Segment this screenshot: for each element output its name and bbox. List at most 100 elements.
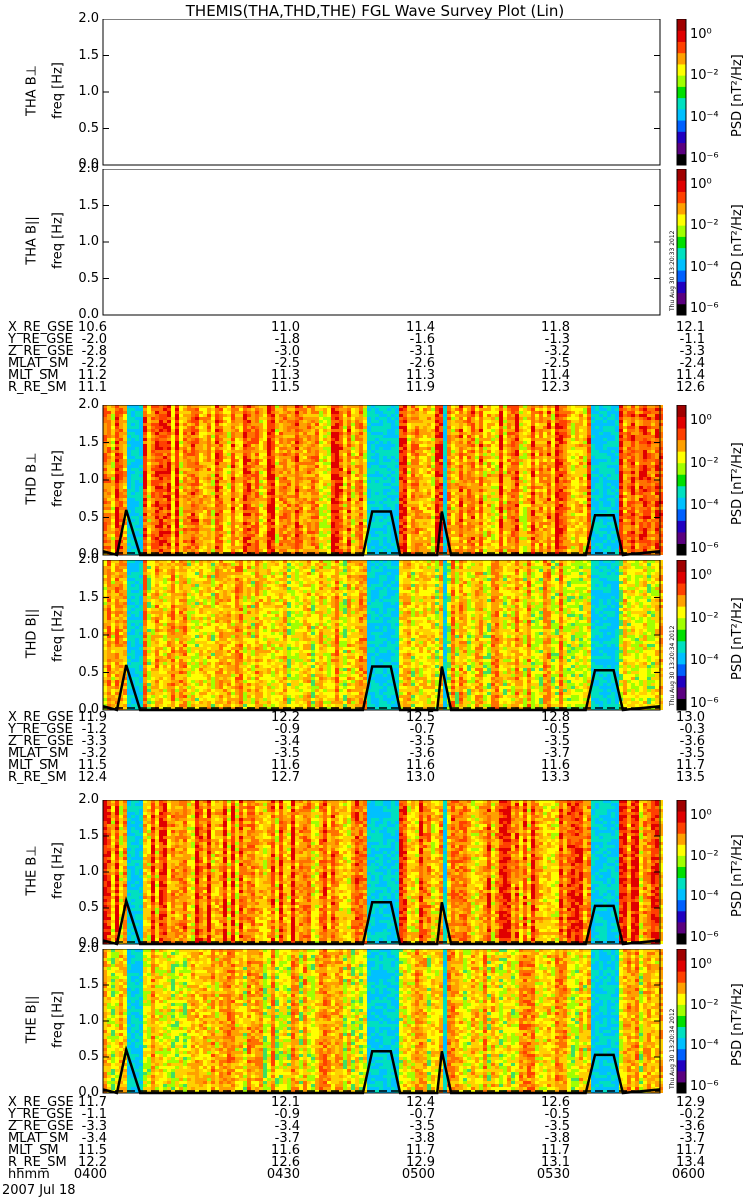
ephemeris-value: -0.9: [250, 723, 300, 736]
freq-tick-label: 1.5: [65, 198, 99, 213]
colorbar-tick-label: 10⁻⁴: [690, 110, 719, 125]
timestamp-label: Thu Aug 30 13:20:34 2012: [669, 1009, 676, 1089]
ephemeris-value: 0600: [655, 1168, 705, 1181]
ephemeris-name: hhmm: [8, 1168, 50, 1181]
ephemeris-value: 13.3: [520, 771, 570, 784]
colorbar-tick-label: 10⁻⁴: [690, 653, 719, 668]
ephemeris-value: 12.7: [250, 771, 300, 784]
freq-tick-label: 1.0: [65, 627, 99, 642]
ephemeris-row: X_RE_GSE 10.6 11.0 11.4 11.8 12.1: [8, 321, 708, 334]
ephemeris-value: -1.8: [250, 333, 300, 346]
ephemeris-name: MLT_SM: [8, 759, 59, 772]
ephemeris-value: -3.6: [655, 735, 705, 748]
ephemeris-value: 11.1: [57, 381, 107, 394]
ephemeris-name: Y_RE_GSE: [8, 1108, 73, 1121]
colorbar-tick-label: 10⁻⁴: [690, 889, 719, 904]
ephemeris-value: -3.2: [520, 345, 570, 358]
ephemeris-name: X_RE_GSE: [8, 1096, 74, 1109]
ephemeris-row: Y_RE_GSE -1.1 -0.9 -0.7 -0.5 -0.2: [8, 1108, 708, 1121]
panel-ylabel: THE B||: [25, 980, 40, 1060]
spectrogram-cells: [103, 949, 663, 1093]
ephemeris-name: MLAT_SM: [8, 357, 69, 370]
ephemeris-name: Y_RE_GSE: [8, 333, 73, 346]
ephemeris-name: MLAT_SM: [8, 1132, 69, 1145]
freq-tick-label: 0.5: [65, 1049, 99, 1064]
ephemeris-value: 11.9: [57, 711, 107, 724]
colorbar-tick-label: 10⁻⁶: [690, 301, 719, 316]
ephemeris-value: 11.4: [385, 321, 435, 334]
colorbar-tick-label: 10⁻²: [690, 849, 719, 864]
ephemeris-value: -2.8: [57, 345, 107, 358]
colorbar-tick-label: 10⁻⁶: [690, 1079, 719, 1094]
freq-tick-label: 0.5: [65, 121, 99, 136]
ephemeris-row: MLT_SM 11.5 11.6 11.7 11.7 11.7: [8, 1144, 708, 1157]
ephemeris-row: MLAT_SM -3.2 -3.5 -3.6 -3.7 -3.5: [8, 747, 708, 760]
freq-tick-label: 2.0: [65, 11, 99, 26]
freq-tick-label: 1.5: [65, 828, 99, 843]
ephemeris-value: 12.1: [655, 321, 705, 334]
ephemeris-value: 12.4: [385, 1096, 435, 1109]
panel-1: 0.0 0.5 1.0 1.5 2.0 THA B|| freq [Hz] 10⁰ 10⁻² 10…: [0, 161, 750, 322]
ephemeris-name: R_RE_SM: [8, 1156, 67, 1169]
ephemeris-value: 12.3: [520, 381, 570, 394]
freq-tick-label: 1.0: [65, 84, 99, 99]
colorbar-tick-label: 10⁰: [690, 568, 712, 583]
ephemeris-value: 11.2: [57, 369, 107, 382]
freq-tick-label: 1.5: [65, 48, 99, 63]
ephemeris-value: 12.5: [385, 711, 435, 724]
panel-5: 0.0 0.5 1.0 1.5 2.0 THE B|| freq [Hz] 10⁰ 10⁻² 10…: [0, 941, 750, 1100]
ephemeris-value: 11.9: [385, 381, 435, 394]
ephemeris-value: -3.5: [385, 735, 435, 748]
ephemeris-value: -2.5: [250, 357, 300, 370]
ephemeris-name: MLT_SM: [8, 369, 59, 382]
ephemeris-value: -0.5: [520, 1108, 570, 1121]
freq-tick-label: 1.0: [65, 234, 99, 249]
freq-tick-label: 1.5: [65, 590, 99, 605]
ephemeris-value: 12.9: [655, 1096, 705, 1109]
ephemeris-value: 12.9: [385, 1156, 435, 1169]
colorbar-tick-label: 10⁰: [690, 808, 712, 823]
freq-tick-label: 0.0: [65, 307, 99, 322]
ephemeris-value: -3.4: [250, 1120, 300, 1133]
ephemeris-row: X_RE_GSE 11.7 12.1 12.4 12.6 12.9: [8, 1096, 708, 1109]
ephemeris-value: -3.5: [385, 1120, 435, 1133]
ephemeris-name: Z_RE_GSE: [8, 1120, 74, 1133]
freq-tick-label: 1.0: [65, 1013, 99, 1028]
colorbar-label: PSD [nT²/Hz]: [730, 983, 745, 1066]
spectrogram-svg: [102, 560, 687, 712]
ephemeris-name: MLT_SM: [8, 1144, 59, 1157]
spectrogram-svg: [102, 405, 687, 557]
freq-tick-label: 0.5: [65, 665, 99, 680]
ephemeris-row: R_RE_SM 12.2 12.6 12.9 13.1 13.4: [8, 1156, 708, 1169]
ephemeris-value: 11.6: [250, 1144, 300, 1157]
ephemeris-value: -3.5: [655, 747, 705, 760]
ephemeris-value: 13.5: [655, 771, 705, 784]
freq-tick-label: 0.5: [65, 271, 99, 286]
spectrogram-cells: [103, 560, 663, 710]
ephemeris-value: 12.6: [250, 1156, 300, 1169]
ephemeris-value: -1.1: [655, 333, 705, 346]
ephemeris-row: MLT_SM 11.2 11.3 11.3 11.4 11.4: [8, 369, 708, 382]
ephemeris-value: -3.0: [250, 345, 300, 358]
ephemeris-row: Z_RE_GSE -3.3 -3.4 -3.5 -3.5 -3.6: [8, 735, 708, 748]
ephemeris-value: 11.4: [520, 369, 570, 382]
panel-unit: freq [Hz]: [51, 201, 66, 281]
ephemeris-value: 11.4: [655, 369, 705, 382]
ephemeris-value: 0430: [250, 1168, 300, 1181]
freq-tick-label: 2.0: [65, 941, 99, 956]
colorbar-tick-label: 10⁻⁴: [690, 1038, 719, 1053]
ephemeris-name: X_RE_GSE: [8, 321, 74, 334]
ephemeris-value: -3.7: [520, 747, 570, 760]
ephemeris-value: -0.2: [655, 1108, 705, 1121]
ephemeris-value: -2.4: [655, 357, 705, 370]
ephemeris-value: -0.5: [520, 723, 570, 736]
freq-tick-label: 0.0: [65, 157, 99, 172]
freq-tick-label: 1.5: [65, 435, 99, 450]
ephemeris-value: 12.2: [57, 1156, 107, 1169]
panel-3: 0.0 0.5 1.0 1.5 2.0 THD B|| freq [Hz] 10⁰ 10⁻² 10…: [0, 552, 750, 717]
ephemeris-row: hhmm 0400 0430 0500 0530 0600: [8, 1168, 708, 1181]
ephemeris-name: Y_RE_GSE: [8, 723, 73, 736]
ephemeris-value: 11.5: [57, 759, 107, 772]
colorbar-tick-label: 10⁰: [690, 957, 712, 972]
ephemeris-row: Z_RE_GSE -2.8 -3.0 -3.1 -3.2 -3.3: [8, 345, 708, 358]
